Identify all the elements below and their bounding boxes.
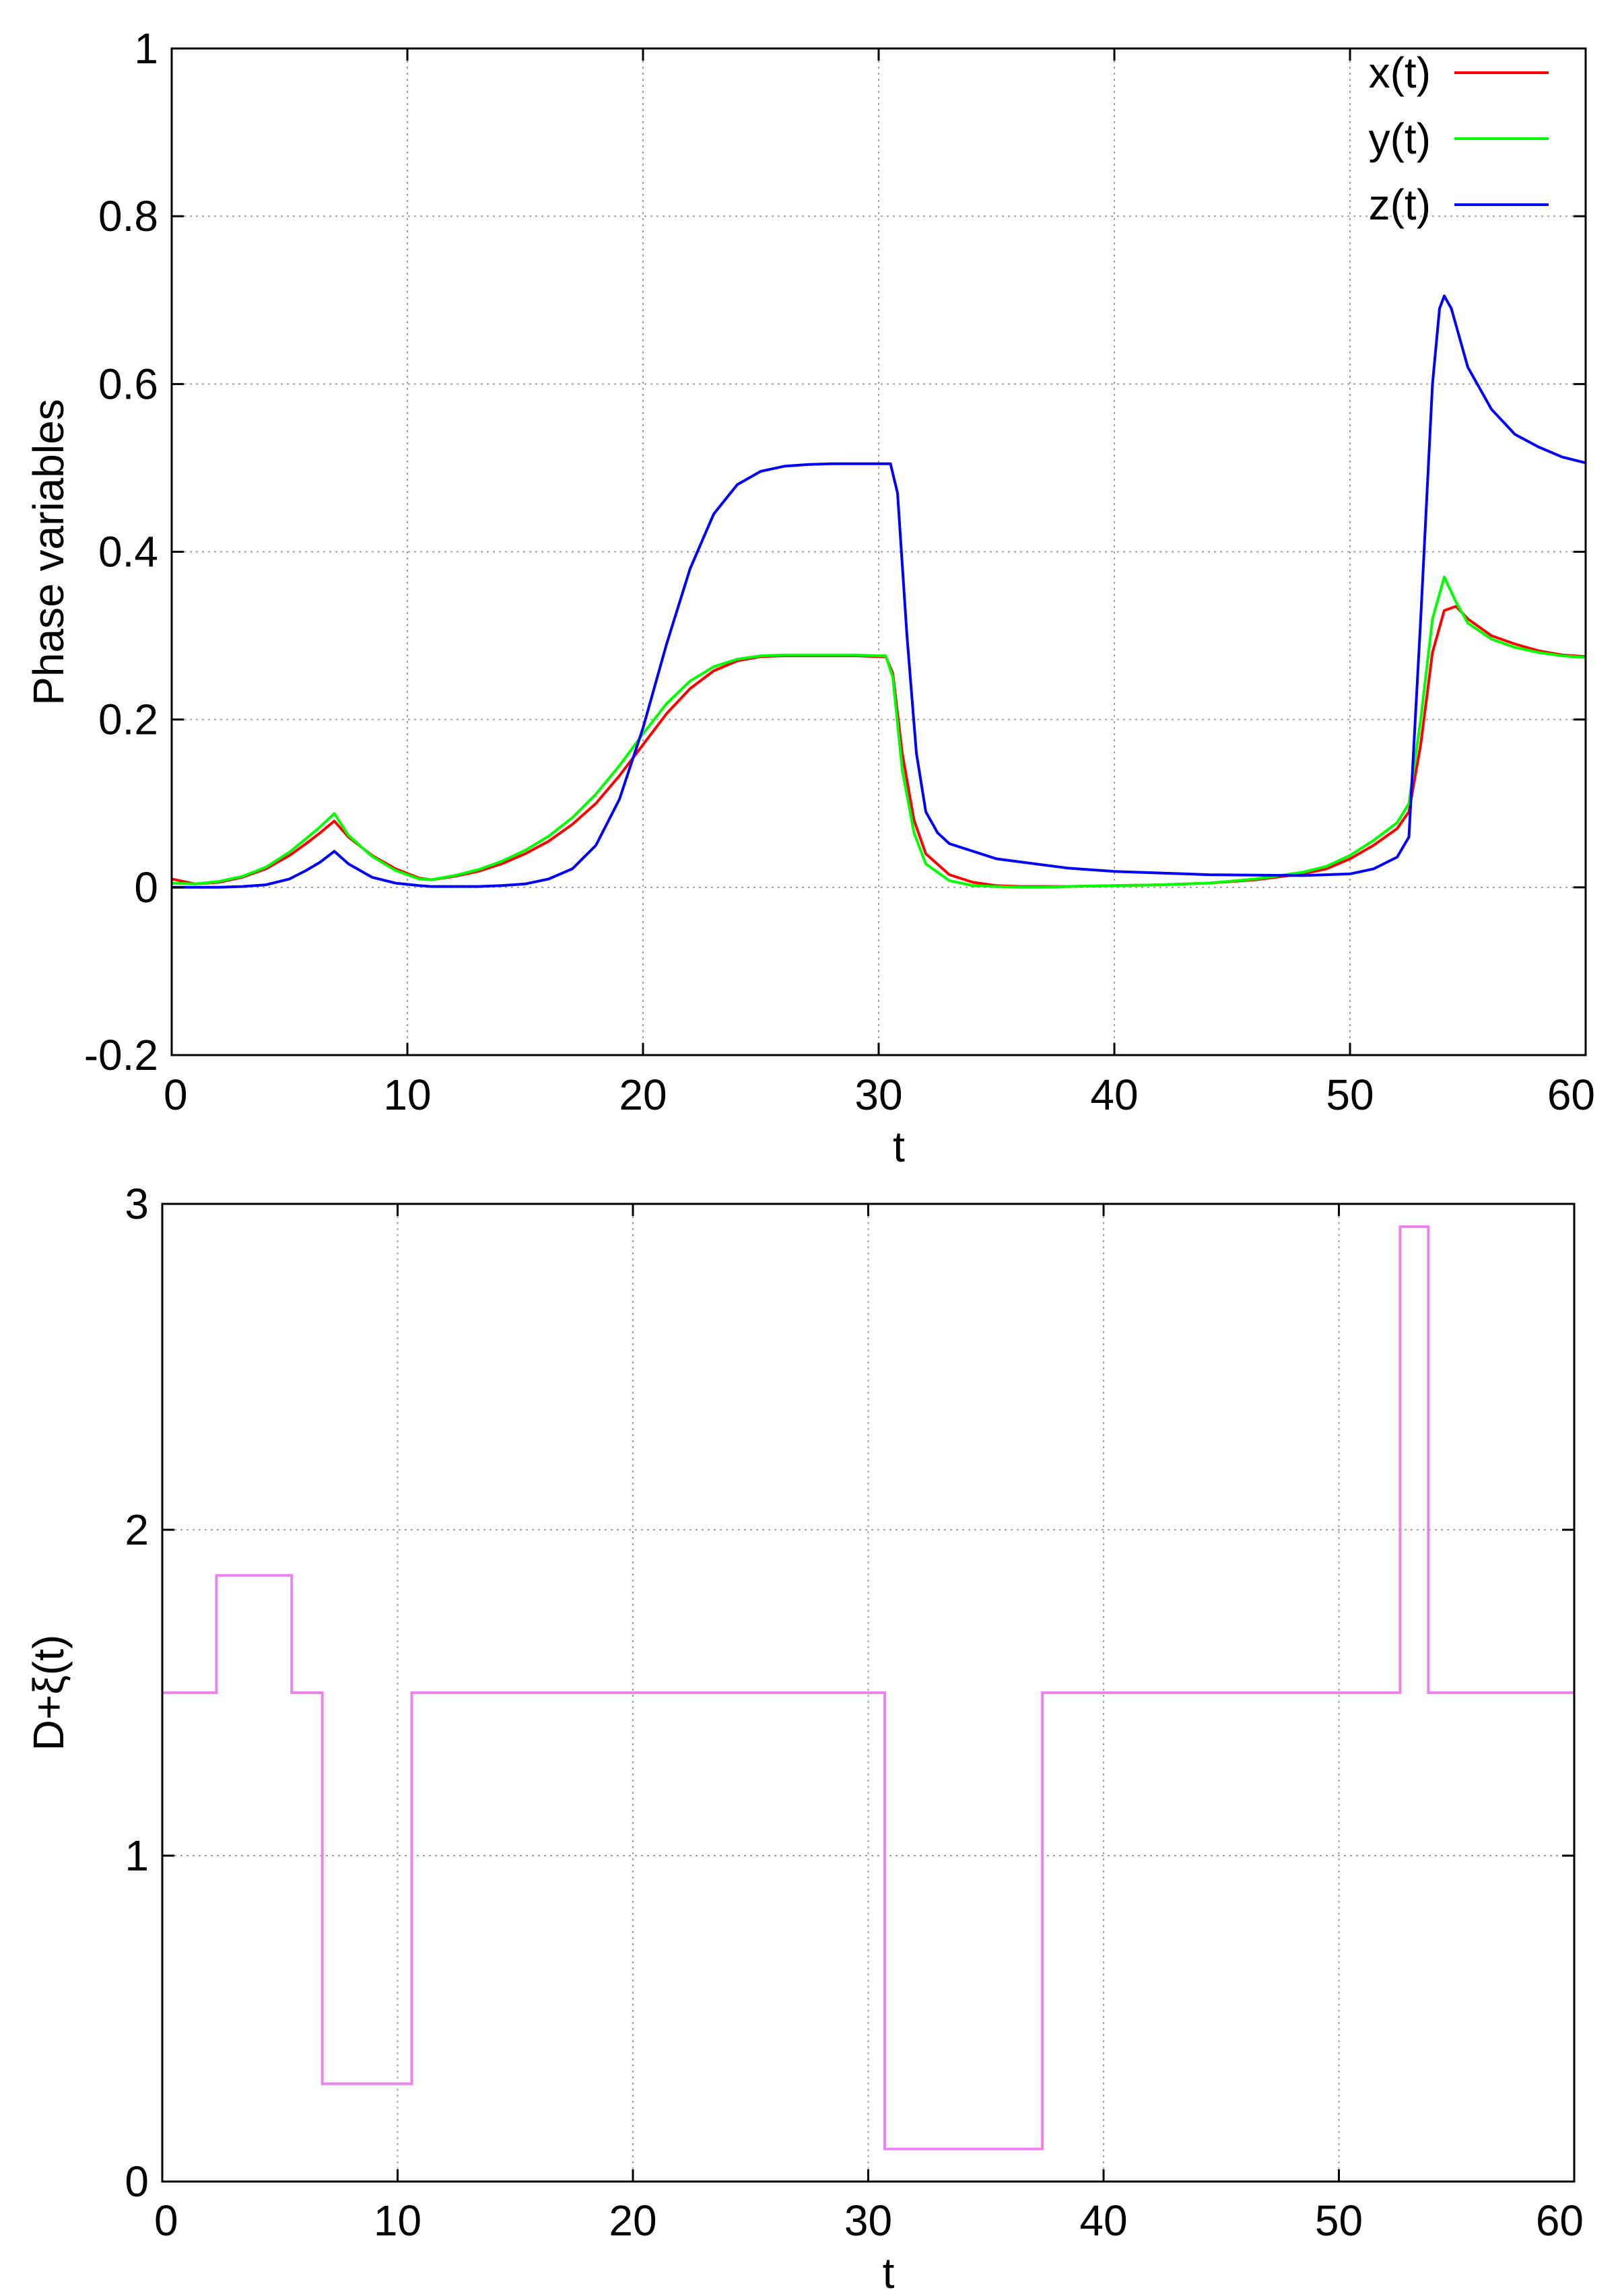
legend-label: x(t) (1369, 48, 1431, 97)
x-tick-label: 60 (1547, 1071, 1595, 1119)
y-tick-label: 1 (134, 24, 158, 73)
x-tick-label: 20 (619, 1071, 667, 1119)
y-axis-title: D+ξ(t) (24, 1635, 73, 1751)
x-axis-title: t (883, 2249, 895, 2296)
y-tick-label: 0.2 (98, 696, 158, 744)
y-tick-label: 0.4 (98, 528, 158, 576)
y-tick-label: 0.6 (98, 360, 158, 408)
y-tick-label: 3 (125, 1180, 149, 1228)
x-tick-label: 50 (1326, 1071, 1374, 1119)
y-axis-title: Phase variables (24, 399, 73, 705)
gridlines (172, 48, 1586, 1055)
x-tick-label: 30 (844, 2196, 892, 2245)
x-tick-label: 10 (383, 1071, 431, 1119)
legend-label: z(t) (1369, 180, 1431, 229)
y-tick-label: 1 (125, 1831, 149, 1880)
x-tick-label: 40 (1079, 2196, 1127, 2245)
x-tick-label: 40 (1090, 1071, 1138, 1119)
y-tick-label: 0.8 (98, 192, 158, 240)
y-tick-label: 2 (125, 1506, 149, 1554)
gridlines (162, 1204, 1574, 2182)
x-tick-label: 0 (154, 2196, 178, 2245)
x-tick-label: 0 (164, 1071, 188, 1119)
y-tick-label: -0.2 (84, 1031, 158, 1079)
x-tick-label: 50 (1315, 2196, 1363, 2245)
y-tick-label: 0 (125, 2157, 149, 2206)
x-tick-label: 60 (1536, 2196, 1584, 2245)
y-tick-label: 0 (134, 863, 158, 912)
legend: x(t) y(t) z(t) (1369, 48, 1549, 229)
x-tick-label: 10 (374, 2196, 421, 2245)
x-tick-label: 30 (854, 1071, 902, 1119)
legend-label: y(t) (1369, 114, 1431, 163)
x-tick-label: 20 (609, 2196, 656, 2245)
noise-signal-chart: 0 10 20 30 40 50 60 0 1 2 3 t D+ξ(t) (24, 1180, 1584, 2296)
series-line-yt (171, 575, 1586, 889)
x-axis-title: t (893, 1122, 905, 1171)
series-line-zt (172, 294, 1586, 889)
series-line-signal (162, 1225, 1574, 2151)
